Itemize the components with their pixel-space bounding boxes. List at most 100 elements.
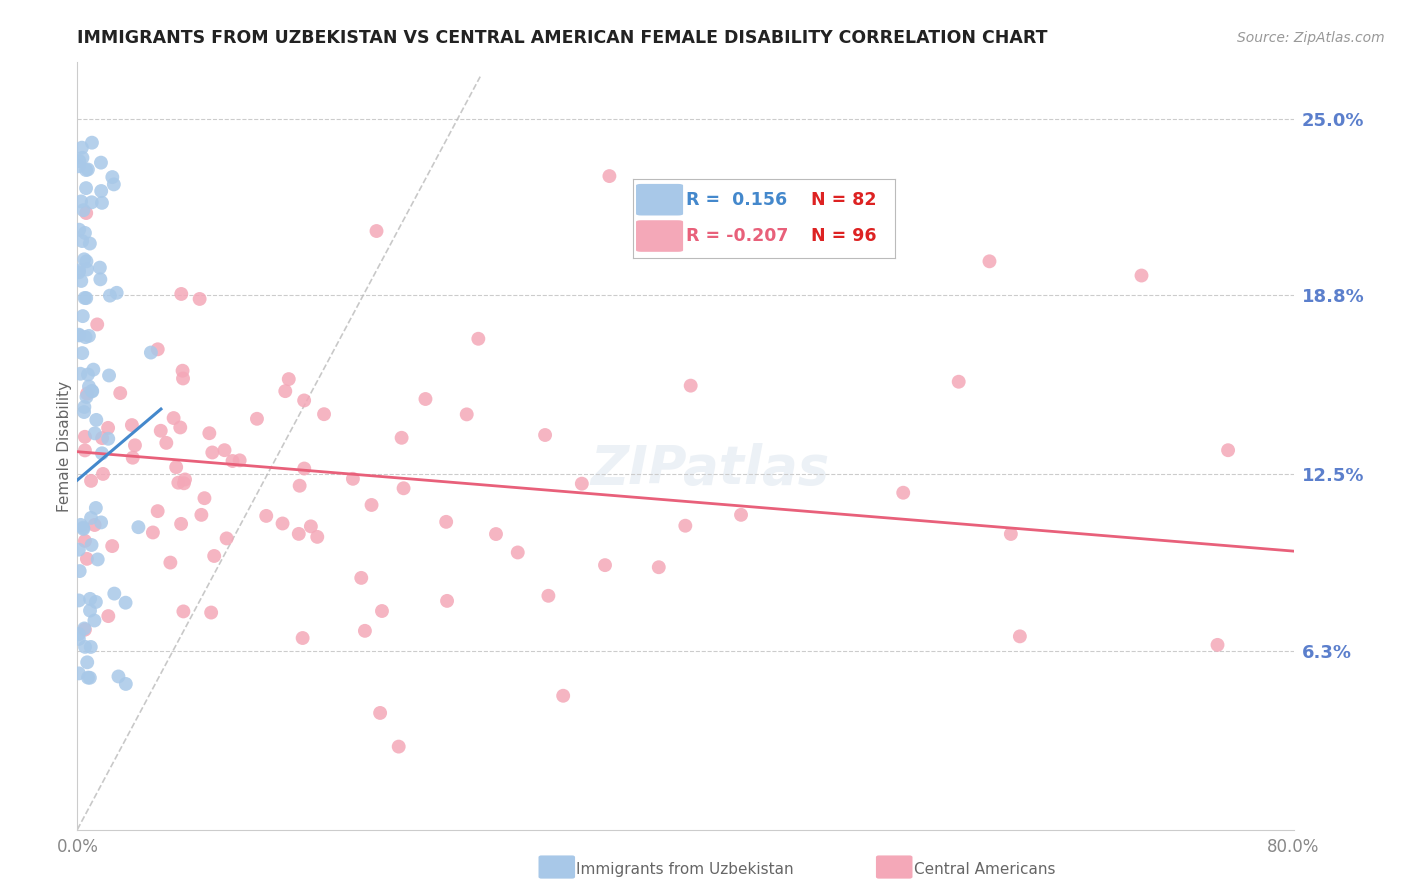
- Point: [155, 435, 177, 450]
- Point: [83, 426, 105, 441]
- Point: [73, 291, 96, 305]
- Point: [598, 169, 620, 183]
- Point: [67, 328, 90, 343]
- Point: [75, 163, 97, 178]
- Point: [1216, 443, 1239, 458]
- Point: [188, 292, 211, 306]
- Point: [307, 530, 329, 544]
- Point: [72, 521, 94, 535]
- Point: [84, 595, 107, 609]
- Point: [436, 594, 458, 608]
- Point: [371, 604, 394, 618]
- Point: [70, 194, 93, 209]
- Point: [1206, 638, 1229, 652]
- Point: [391, 431, 413, 445]
- Point: [77, 162, 100, 177]
- Point: [146, 343, 169, 357]
- Point: [79, 604, 101, 618]
- Point: [366, 224, 388, 238]
- Point: [70, 141, 93, 155]
- Point: [76, 655, 98, 669]
- Point: [415, 392, 437, 406]
- Point: [91, 467, 114, 481]
- Point: [83, 518, 105, 533]
- Point: [90, 155, 112, 169]
- Point: [89, 272, 111, 286]
- Point: [354, 624, 377, 638]
- Point: [146, 504, 169, 518]
- Point: [67, 263, 90, 277]
- Point: [98, 288, 121, 302]
- Point: [67, 265, 90, 279]
- Point: [97, 609, 120, 624]
- Text: R = -0.207: R = -0.207: [686, 227, 789, 245]
- Point: [84, 500, 107, 515]
- Point: [287, 527, 309, 541]
- Point: [75, 291, 97, 305]
- Point: [73, 226, 96, 240]
- Point: [679, 378, 702, 392]
- Point: [485, 527, 508, 541]
- Point: [110, 386, 132, 401]
- Text: N = 82: N = 82: [811, 191, 877, 209]
- Point: [221, 454, 243, 468]
- Point: [288, 479, 311, 493]
- Y-axis label: Female Disability: Female Disability: [56, 380, 72, 512]
- Point: [70, 234, 93, 248]
- Point: [534, 428, 557, 442]
- Point: [124, 438, 146, 452]
- FancyBboxPatch shape: [636, 184, 683, 216]
- Point: [172, 364, 194, 378]
- Point: [79, 591, 101, 606]
- Point: [172, 604, 194, 618]
- Point: [80, 640, 103, 654]
- Point: [75, 206, 97, 220]
- Point: [114, 677, 136, 691]
- Point: [200, 606, 222, 620]
- Point: [342, 472, 364, 486]
- Point: [67, 223, 90, 237]
- Point: [292, 461, 315, 475]
- Point: [76, 386, 98, 401]
- Point: [67, 154, 90, 169]
- Point: [1130, 268, 1153, 283]
- Point: [67, 159, 90, 173]
- Text: R =  0.156: R = 0.156: [686, 191, 787, 209]
- Point: [90, 516, 112, 530]
- Point: [82, 384, 104, 399]
- Point: [80, 136, 103, 150]
- Point: [75, 330, 97, 344]
- Point: [228, 453, 250, 467]
- Point: [162, 411, 184, 425]
- Point: [434, 515, 457, 529]
- Point: [67, 542, 90, 557]
- Point: [271, 516, 294, 531]
- Point: [291, 631, 314, 645]
- Point: [73, 623, 96, 637]
- Point: [190, 508, 212, 522]
- FancyBboxPatch shape: [636, 220, 683, 252]
- Point: [69, 517, 91, 532]
- Point: [198, 426, 221, 441]
- Point: [80, 384, 103, 398]
- Point: [368, 706, 391, 720]
- Point: [79, 236, 101, 251]
- Point: [139, 345, 162, 359]
- Point: [67, 627, 90, 641]
- Point: [83, 614, 105, 628]
- Point: [80, 538, 103, 552]
- Text: Immigrants from Uzbekistan: Immigrants from Uzbekistan: [576, 863, 794, 877]
- Point: [76, 262, 98, 277]
- Point: [730, 508, 752, 522]
- Point: [73, 622, 96, 636]
- Point: [673, 518, 696, 533]
- Point: [91, 195, 114, 210]
- Point: [593, 558, 616, 573]
- Point: [299, 519, 322, 533]
- Point: [72, 151, 94, 165]
- Point: [69, 367, 91, 381]
- Point: [79, 671, 101, 685]
- Point: [172, 371, 194, 385]
- Point: [87, 552, 110, 566]
- Point: [77, 379, 100, 393]
